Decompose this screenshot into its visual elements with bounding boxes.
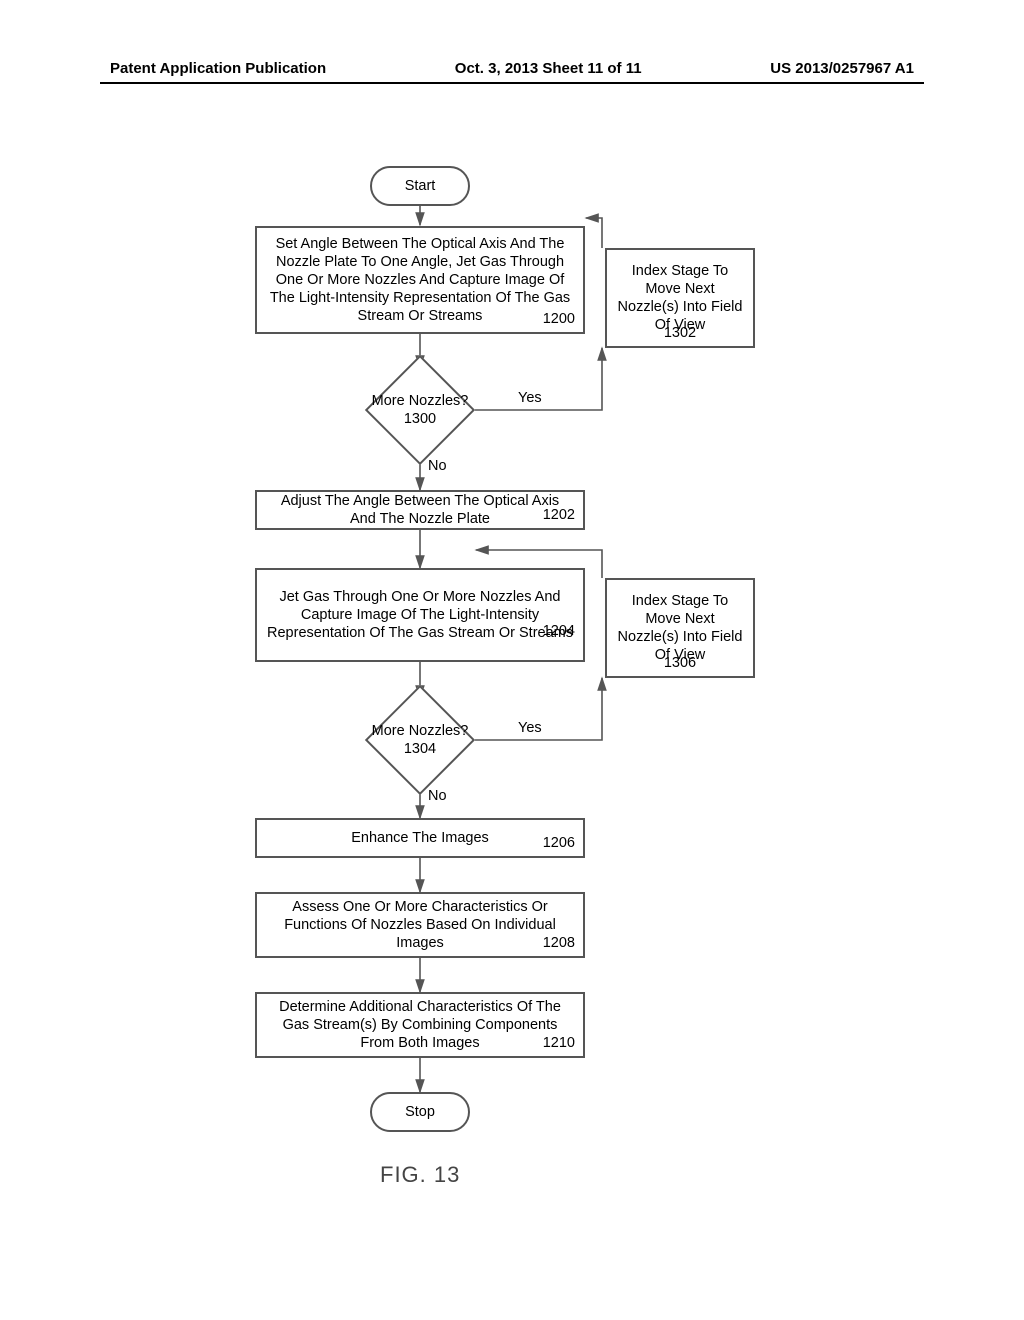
process-1210-text: Determine Additional Characteristics Of … [267,998,573,1052]
process-1206-ref: 1206 [543,834,575,852]
process-1202-ref: 1202 [543,506,575,524]
decision-1300-ref: 1300 [404,410,436,428]
process-1204-ref: 1204 [543,622,575,640]
process-1202-text: Adjust The Angle Between The Optical Axi… [267,492,573,528]
header-right: US 2013/0257967 A1 [770,60,914,77]
decision-1304: More Nozzles? 1304 [360,708,480,772]
process-1208-ref: 1208 [543,934,575,952]
process-1210: Determine Additional Characteristics Of … [255,992,585,1058]
decision-1300-text: More Nozzles? [372,392,469,410]
process-1302-ref: 1302 [607,324,753,342]
process-1206-text: Enhance The Images [267,829,573,847]
process-1200: Set Angle Between The Optical Axis And T… [255,226,585,334]
decision-1304-ref: 1304 [404,740,436,758]
flowchart-canvas: Start Set Angle Between The Optical Axis… [0,100,1024,1260]
process-1206: Enhance The Images 1206 [255,818,585,858]
process-1202: Adjust The Angle Between The Optical Axi… [255,490,585,530]
terminator-start-label: Start [382,177,458,195]
process-1204: Jet Gas Through One Or More Nozzles And … [255,568,585,662]
edge-1304-yes: Yes [518,720,542,736]
process-1302: Index Stage To Move Next Nozzle(s) Into … [605,248,755,348]
header-rule [100,82,924,84]
edge-1300-yes: Yes [518,390,542,406]
process-1210-ref: 1210 [543,1034,575,1052]
process-1306: Index Stage To Move Next Nozzle(s) Into … [605,578,755,678]
terminator-stop-label: Stop [382,1103,458,1121]
decision-1304-text: More Nozzles? [372,722,469,740]
page-header: Patent Application Publication Oct. 3, 2… [0,60,1024,77]
process-1208-text: Assess One Or More Characteristics Or Fu… [267,898,573,952]
decision-1300: More Nozzles? 1300 [360,378,480,442]
header-left: Patent Application Publication [110,60,326,77]
header-center: Oct. 3, 2013 Sheet 11 of 11 [455,60,642,77]
terminator-stop: Stop [370,1092,470,1132]
process-1204-text: Jet Gas Through One Or More Nozzles And … [267,588,573,642]
process-1200-ref: 1200 [543,310,575,328]
process-1200-text: Set Angle Between The Optical Axis And T… [267,235,573,326]
figure-label: FIG. 13 [380,1162,460,1188]
edge-1304-no: No [428,788,447,804]
process-1208: Assess One Or More Characteristics Or Fu… [255,892,585,958]
edge-1300-no: No [428,458,447,474]
terminator-start: Start [370,166,470,206]
process-1306-ref: 1306 [607,654,753,672]
